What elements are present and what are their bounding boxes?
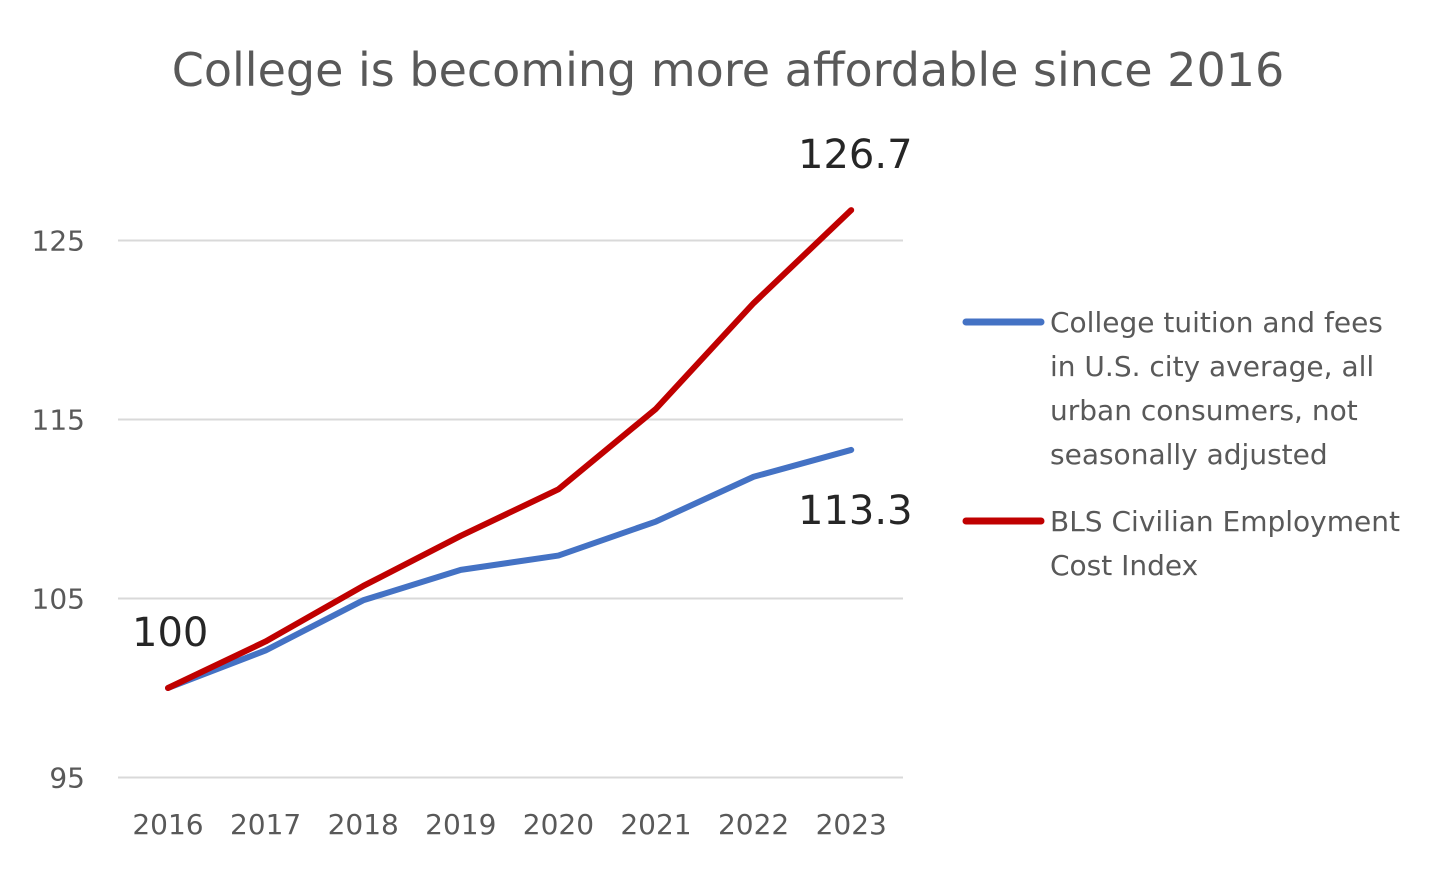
series-line-1 bbox=[165, 207, 855, 691]
series-lines bbox=[165, 207, 855, 691]
series-line-0 bbox=[165, 446, 855, 691]
data-labels: 100 126.7 113.3 bbox=[132, 132, 913, 656]
legend: College tuition and fees in U.S. city ave… bbox=[962, 306, 1400, 582]
y-tick-label: 115 bbox=[32, 404, 85, 437]
legend-label: College tuition and fees bbox=[1050, 306, 1383, 339]
x-axis-ticks: 2016 2017 2018 2019 2020 2021 2022 2023 bbox=[132, 808, 886, 841]
legend-label: urban consumers, not bbox=[1050, 394, 1358, 427]
data-label-end-cost-index: 126.7 bbox=[798, 132, 913, 178]
x-tick-label: 2020 bbox=[523, 808, 594, 841]
x-tick-label: 2023 bbox=[816, 808, 887, 841]
x-tick-label: 2017 bbox=[230, 808, 301, 841]
y-tick-label: 125 bbox=[32, 225, 85, 258]
x-tick-label: 2016 bbox=[132, 808, 203, 841]
legend-label: seasonally adjusted bbox=[1050, 438, 1328, 471]
x-tick-label: 2018 bbox=[328, 808, 399, 841]
legend-label: in U.S. city average, all bbox=[1050, 350, 1374, 383]
data-label-start: 100 bbox=[132, 610, 208, 656]
data-label-end-tuition: 113.3 bbox=[798, 488, 913, 534]
y-tick-label: 95 bbox=[49, 762, 85, 795]
chart-title: College is becoming more affordable sinc… bbox=[172, 43, 1285, 97]
y-tick-label: 105 bbox=[32, 583, 85, 616]
x-tick-label: 2019 bbox=[425, 808, 496, 841]
x-tick-label: 2021 bbox=[620, 808, 691, 841]
x-tick-label: 2022 bbox=[718, 808, 789, 841]
gridlines bbox=[118, 239, 903, 779]
legend-label: Cost Index bbox=[1050, 549, 1198, 582]
legend-label: BLS Civilian Employment bbox=[1050, 505, 1400, 538]
y-axis-ticks: 95 105 115 125 bbox=[32, 225, 85, 795]
